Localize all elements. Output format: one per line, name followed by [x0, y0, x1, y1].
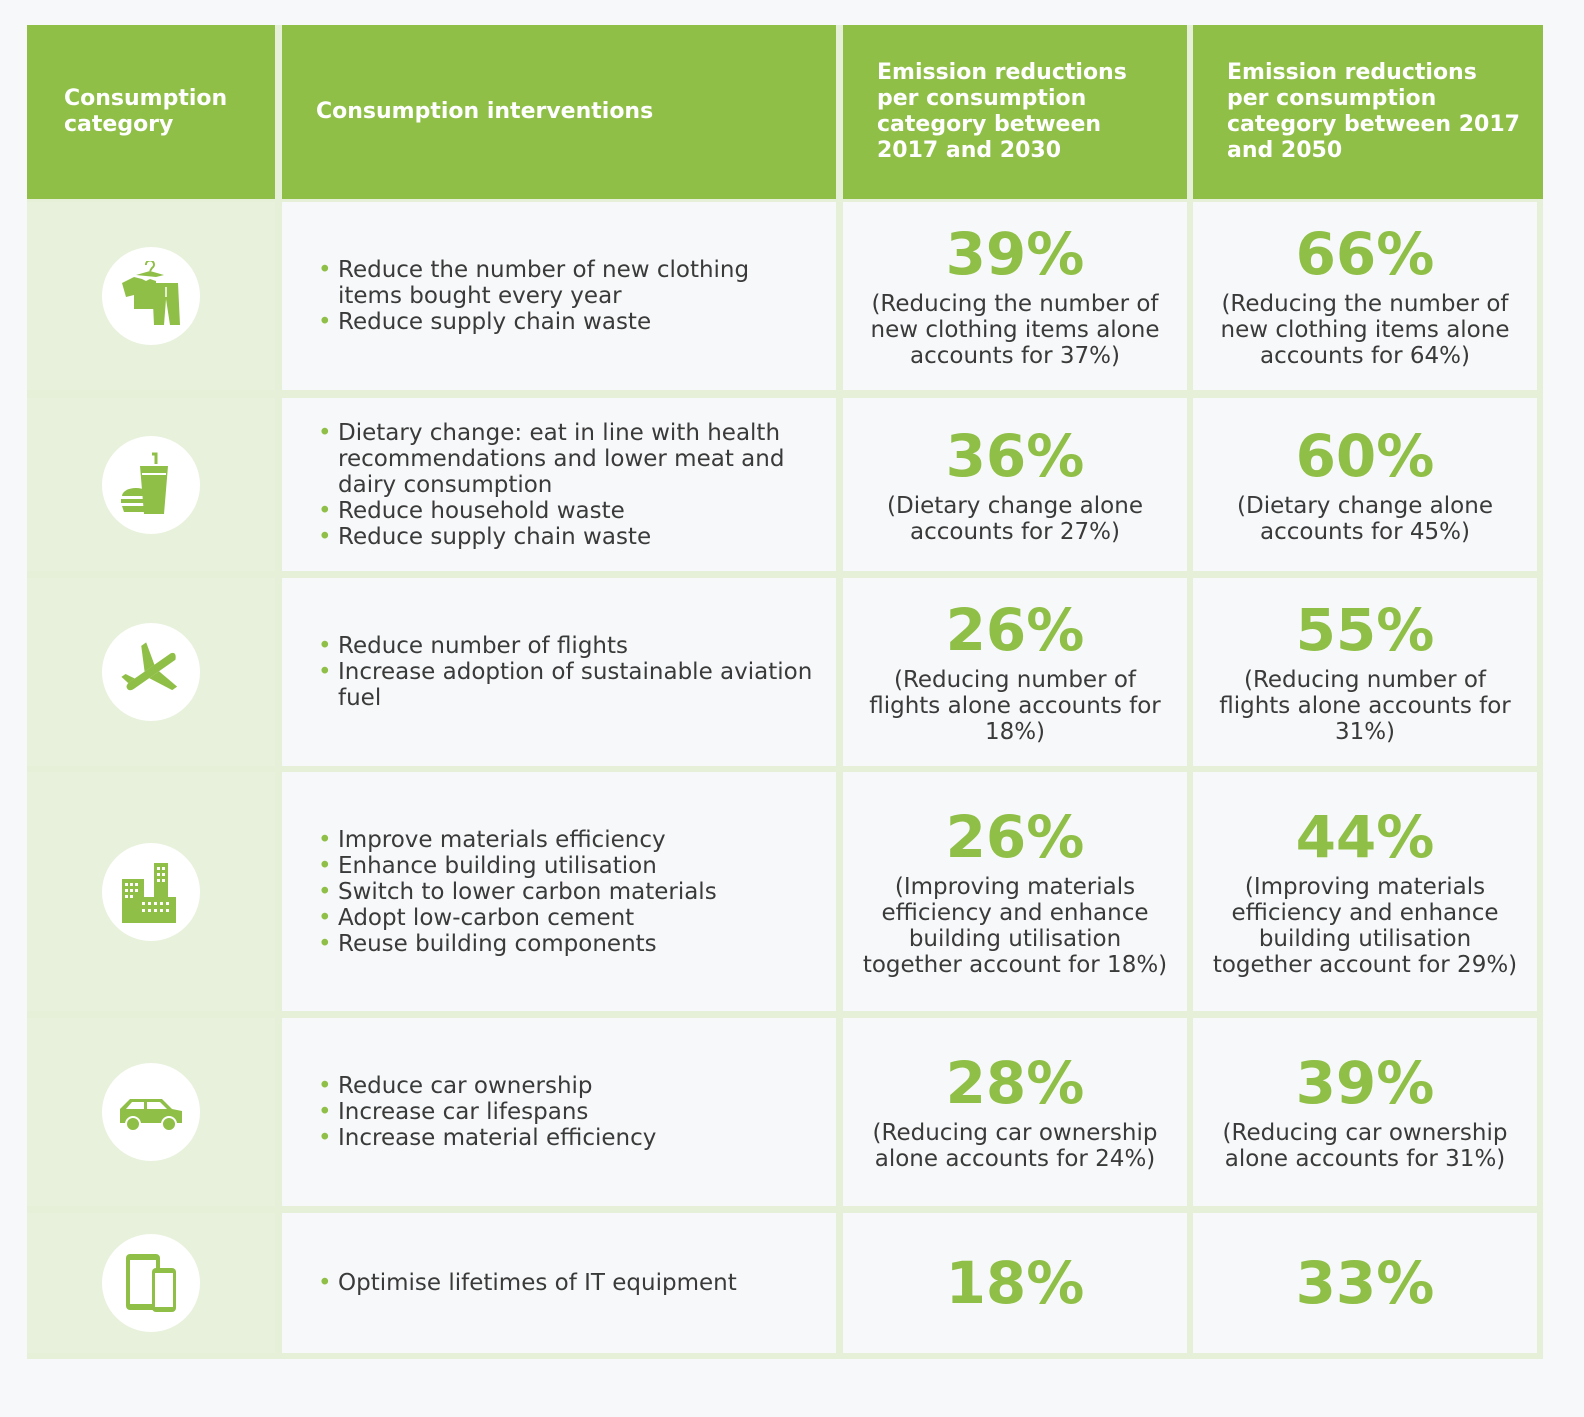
- header-2050-label: Emission reductions per consumption cate…: [1227, 60, 1520, 163]
- interventions-list: Improve materials efficiency Enhance bui…: [318, 827, 816, 957]
- clothing-icon: [102, 247, 200, 345]
- header-2030: Emission reductions per consumption cate…: [843, 25, 1187, 199]
- header-interventions: Consumption interventions: [282, 25, 836, 199]
- pct-2030: 26%: [945, 802, 1085, 871]
- note-2050: (Reducing car ownership alone accounts f…: [1222, 1120, 1508, 1172]
- note-2030: (Reducing the number of new clothing ite…: [870, 291, 1160, 369]
- pct-2050: 66%: [1295, 220, 1435, 288]
- car-icon: [102, 1063, 200, 1161]
- list-item: Increase car lifespans: [318, 1099, 816, 1125]
- interventions-list: Reduce car ownership Increase car lifesp…: [318, 1073, 816, 1151]
- pct-2050: 60%: [1295, 421, 1435, 490]
- value-2050-devices: 33%: [1193, 1213, 1537, 1353]
- note-2030: (Reducing number of flights alone accoun…: [869, 667, 1161, 745]
- value-2030-flights: 26% (Reducing number of flights alone ac…: [843, 578, 1187, 766]
- note-2050: (Reducing the number of new clothing ite…: [1220, 291, 1510, 369]
- category-cell-food: [27, 398, 275, 571]
- pct-2050: 39%: [1295, 1049, 1435, 1117]
- pct-2030: 18%: [945, 1249, 1085, 1317]
- list-item: Enhance building utilisation: [318, 853, 816, 879]
- interventions-list: Optimise lifetimes of IT equipment: [318, 1270, 816, 1296]
- note-2030: (Improving materials efficiency and enha…: [862, 873, 1168, 978]
- devices-icon: [102, 1234, 200, 1332]
- value-2030-car: 28% (Reducing car ownership alone accoun…: [843, 1018, 1187, 1206]
- list-item: Reuse building components: [318, 931, 816, 957]
- list-item: Reduce household waste: [318, 498, 816, 524]
- note-2050: (Reducing number of flights alone accoun…: [1219, 667, 1511, 745]
- list-item: Reduce supply chain waste: [318, 524, 816, 550]
- interventions-cell-flights: Reduce number of flights Increase adopti…: [282, 578, 836, 766]
- category-cell-clothing: [27, 202, 275, 390]
- header-category: Consumption category: [27, 25, 275, 199]
- pct-2050: 55%: [1295, 596, 1435, 664]
- value-2050-food: 60% (Dietary change alone accounts for 4…: [1193, 398, 1537, 571]
- category-cell-devices: [27, 1213, 275, 1353]
- pct-2050: 44%: [1295, 802, 1435, 871]
- pct-2030: 36%: [945, 421, 1085, 490]
- list-item: Reduce car ownership: [318, 1073, 816, 1099]
- note-2030: (Dietary change alone accounts for 27%): [887, 492, 1143, 545]
- emissions-table: Consumption category Consumption interve…: [27, 25, 1543, 1359]
- value-2030-devices: 18%: [843, 1213, 1187, 1353]
- value-2030-food: 36% (Dietary change alone accounts for 2…: [843, 398, 1187, 571]
- list-item: Reduce supply chain waste: [318, 309, 816, 335]
- pct-2030: 26%: [945, 596, 1085, 664]
- list-item: Optimise lifetimes of IT equipment: [318, 1270, 816, 1296]
- list-item: Reduce the number of new clothing items …: [318, 257, 816, 309]
- interventions-list: Reduce the number of new clothing items …: [318, 257, 816, 335]
- pct-2030: 39%: [945, 220, 1085, 288]
- value-2050-buildings: 44% (Improving materials efficiency and …: [1193, 772, 1537, 1011]
- interventions-cell-devices: Optimise lifetimes of IT equipment: [282, 1213, 836, 1353]
- interventions-cell-clothing: Reduce the number of new clothing items …: [282, 202, 836, 390]
- category-cell-flights: [27, 578, 275, 766]
- list-item: Switch to lower carbon materials: [318, 879, 816, 905]
- header-category-label: Consumption category: [64, 86, 228, 137]
- list-item: Reduce number of flights: [318, 633, 816, 659]
- buildings-icon: [102, 842, 200, 941]
- header-2030-label: Emission reductions per consumption cate…: [877, 60, 1127, 163]
- list-item: Increase material efficiency: [318, 1125, 816, 1151]
- interventions-cell-car: Reduce car ownership Increase car lifesp…: [282, 1018, 836, 1206]
- interventions-cell-food: Dietary change: eat in line with health …: [282, 398, 836, 571]
- airplane-icon: [102, 623, 200, 721]
- value-2050-flights: 55% (Reducing number of flights alone ac…: [1193, 578, 1537, 766]
- header-interventions-label: Consumption interventions: [316, 99, 654, 124]
- list-item: Adopt low-carbon cement: [318, 905, 816, 931]
- interventions-cell-buildings: Improve materials efficiency Enhance bui…: [282, 772, 836, 1011]
- list-item: Dietary change: eat in line with health …: [318, 420, 816, 498]
- interventions-list: Reduce number of flights Increase adopti…: [318, 633, 816, 711]
- category-cell-buildings: [27, 772, 275, 1011]
- header-2050: Emission reductions per consumption cate…: [1193, 25, 1543, 199]
- value-2030-clothing: 39% (Reducing the number of new clothing…: [843, 202, 1187, 390]
- category-cell-car: [27, 1018, 275, 1206]
- value-2050-clothing: 66% (Reducing the number of new clothing…: [1193, 202, 1537, 390]
- interventions-list: Dietary change: eat in line with health …: [318, 420, 816, 550]
- list-item: Improve materials efficiency: [318, 827, 816, 853]
- value-2050-car: 39% (Reducing car ownership alone accoun…: [1193, 1018, 1537, 1206]
- pct-2030: 28%: [945, 1049, 1085, 1117]
- note-2050: (Dietary change alone accounts for 45%): [1237, 492, 1493, 545]
- value-2030-buildings: 26% (Improving materials efficiency and …: [843, 772, 1187, 1011]
- note-2030: (Reducing car ownership alone accounts f…: [872, 1120, 1158, 1172]
- pct-2050: 33%: [1295, 1249, 1435, 1317]
- note-2050: (Improving materials efficiency and enha…: [1212, 873, 1518, 978]
- list-item: Increase adoption of sustainable aviatio…: [318, 659, 816, 711]
- food-icon: [102, 435, 200, 534]
